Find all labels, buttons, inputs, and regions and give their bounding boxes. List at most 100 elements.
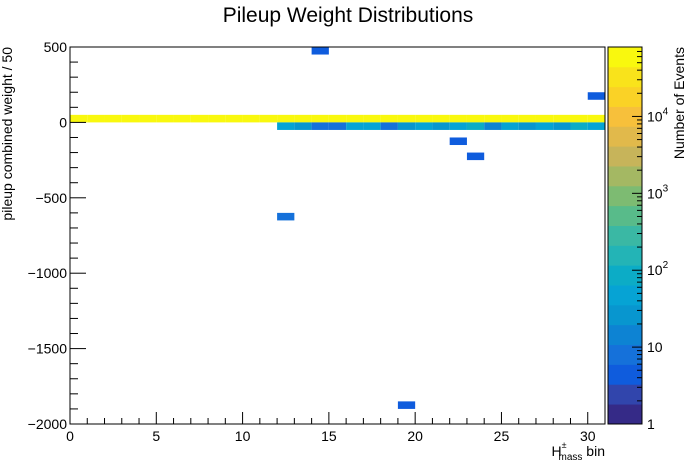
color-scale-label: Number of Events	[671, 47, 687, 159]
heatmap-cell	[380, 122, 398, 130]
color-scale-swatch	[608, 166, 642, 187]
heatmap-cell	[449, 122, 467, 130]
heatmap-cell	[190, 114, 209, 123]
x-tick-label: 25	[494, 428, 510, 444]
z-tick-label: 102	[647, 260, 669, 278]
plot-frame	[69, 46, 606, 425]
color-scale-swatch	[608, 344, 642, 365]
chart-title: Pileup Weight Distributions	[223, 4, 474, 27]
heatmap-cell	[380, 114, 398, 123]
y-axis-label: pileup combined weight / 50	[0, 47, 15, 221]
x-axis-label: H± mass bin	[551, 440, 605, 463]
heatmap-cell	[311, 47, 329, 55]
z-tick-label: 1	[647, 416, 655, 432]
color-scale-axis: 1 10 102 103 104	[632, 46, 669, 432]
heatmap-cell	[535, 122, 554, 130]
heatmap-cell	[587, 92, 605, 100]
heatmap-cell	[104, 114, 122, 123]
heatmap-cell	[397, 114, 416, 123]
x-axis-label-subscript: mass	[559, 452, 583, 463]
heatmap-cell	[346, 122, 364, 130]
heatmap-cell	[208, 114, 226, 123]
z-tick-label: 10	[647, 339, 663, 355]
heatmap-cell	[70, 114, 88, 123]
color-scale-swatch	[608, 225, 642, 246]
heatmap-cell	[587, 122, 605, 130]
heatmap-cell	[432, 114, 450, 123]
color-scale-swatch	[608, 66, 642, 88]
heatmap-cell	[397, 401, 416, 409]
color-scale-swatch	[608, 265, 642, 286]
heatmap-cell	[484, 114, 502, 123]
color-scale-swatch	[608, 324, 642, 346]
z-tick-label: 104	[647, 106, 669, 124]
heatmap-cell	[259, 114, 278, 123]
color-scale-swatch	[608, 106, 642, 127]
x-axis-label-main: H	[551, 443, 561, 459]
color-scale-swatch	[608, 404, 642, 425]
heatmap-cell	[535, 114, 554, 123]
color-scale-swatch	[608, 245, 642, 266]
color-scale-swatch	[608, 304, 642, 326]
y-tick-label: 500	[44, 39, 68, 55]
heatmap-cell	[346, 114, 364, 123]
heatmap-cell	[449, 137, 467, 146]
z-tick-label: 103	[647, 183, 669, 201]
x-tick-label: 20	[407, 428, 423, 444]
heatmap-cell	[139, 114, 157, 123]
x-tick-label: 0	[66, 428, 74, 444]
heatmap-cell	[311, 122, 329, 130]
heatmap-cell	[156, 114, 174, 123]
heatmap-cell	[587, 114, 605, 123]
heatmap-cell	[432, 122, 450, 130]
color-scale-swatch	[608, 384, 642, 405]
y-tick-label: −500	[35, 190, 67, 206]
heatmap-cell	[277, 114, 295, 123]
heatmap-cell	[466, 122, 485, 130]
x-tick-label: 10	[235, 428, 251, 444]
color-scale-bar	[608, 47, 642, 425]
x-tick-label: 5	[152, 428, 160, 444]
heatmap-cell	[121, 114, 140, 123]
heatmap-cell	[277, 122, 295, 130]
heatmap-cell	[415, 114, 433, 123]
x-tick-label: 30	[580, 428, 596, 444]
heatmap-cell	[466, 114, 485, 123]
heatmap-cell	[466, 152, 485, 161]
color-scale-swatch	[608, 364, 642, 385]
heatmap-cell	[501, 122, 519, 130]
heatmap-cell	[311, 114, 329, 123]
color-scale-swatch	[608, 285, 642, 306]
color-scale-swatch	[608, 185, 642, 207]
heatmap-cell	[449, 114, 467, 123]
heatmap-cell	[294, 114, 312, 123]
heatmap-cell	[501, 114, 519, 123]
heatmap-cell	[570, 114, 588, 123]
x-tick-label: 15	[321, 428, 337, 444]
y-tick-label: 0	[59, 114, 67, 130]
heatmap-cell	[553, 114, 571, 123]
heatmap-cell	[363, 114, 381, 123]
heatmap-cell	[277, 212, 295, 221]
heatmap-cell	[328, 114, 347, 123]
color-scale-swatch	[608, 86, 642, 107]
x-axis: 0 5 10 15 20 25 30	[66, 412, 606, 444]
color-scale-swatch	[608, 205, 642, 226]
y-axis: 500 0 −500 −1000 −1500 −2000	[28, 39, 86, 432]
heatmap-cells	[70, 47, 605, 409]
heatmap-cell	[570, 122, 588, 130]
color-scale-frame	[607, 46, 643, 425]
color-scale-swatch	[608, 47, 642, 68]
heatmap-cell	[225, 114, 243, 123]
heatmap-cell	[415, 122, 433, 130]
y-tick-label: −1500	[28, 341, 68, 357]
heatmap-cell	[242, 114, 260, 123]
heatmap-cell	[553, 122, 571, 130]
heatmap-cell	[328, 122, 347, 130]
heatmap-cell	[484, 122, 502, 130]
x-axis-label-superscript: ±	[562, 440, 567, 450]
heatmap-cell	[397, 122, 416, 130]
color-scale-swatch	[608, 126, 642, 147]
